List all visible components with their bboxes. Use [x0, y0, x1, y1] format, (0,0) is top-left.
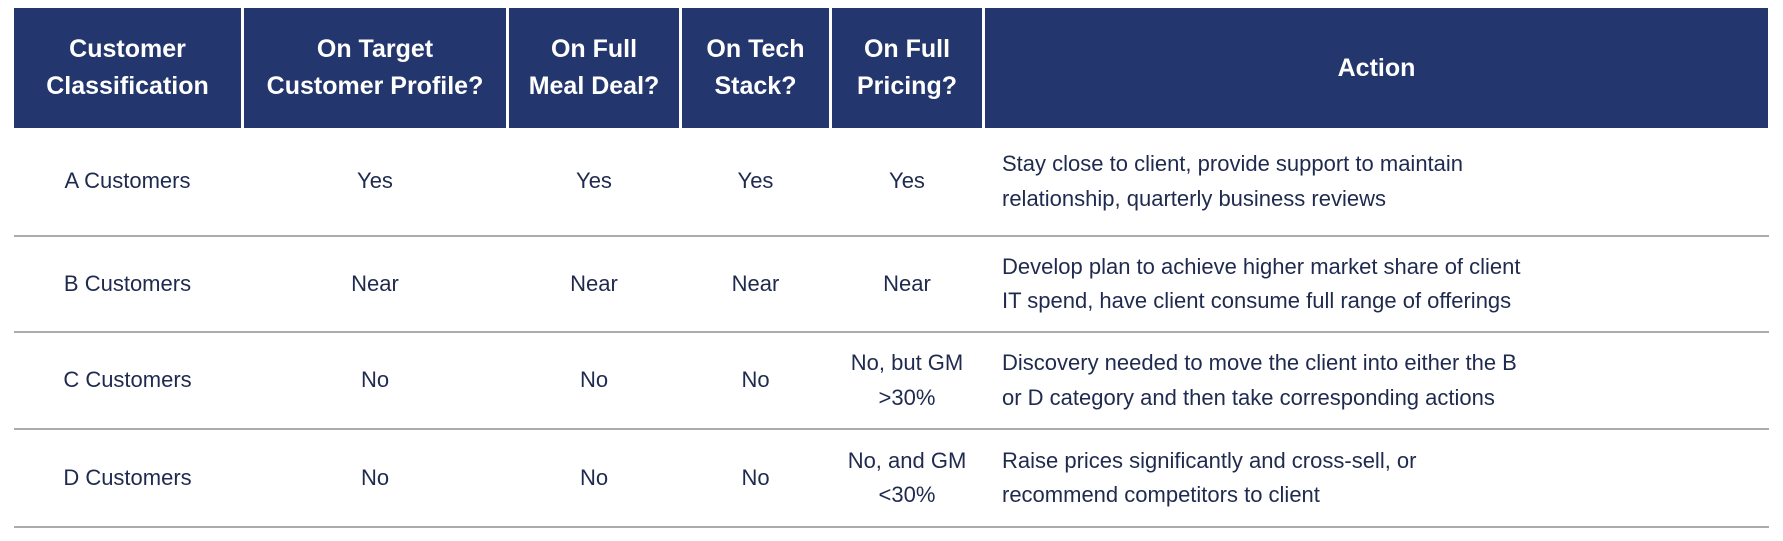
cell-on-tech-stack: Yes	[737, 168, 774, 194]
cell-on-full-meal-deal: No	[579, 367, 609, 393]
header-on-full-meal-deal: On Full Meal Deal?	[509, 8, 679, 128]
cell-on-tech-stack: Near	[731, 270, 780, 296]
cell-action: Stay close to client, provide support to…	[1002, 151, 1464, 211]
cell-on-tech-stack: No	[741, 367, 770, 393]
header-action: Action	[985, 8, 1768, 128]
header-on-target-customer-profile: On Target Customer Profile?	[244, 8, 506, 128]
cell-on-full-pricing: Yes	[889, 168, 925, 194]
header-on-full-pricing: On Full Pricing?	[832, 8, 982, 128]
table-row-d-customers: D Customers No No No No, and GM <30% Rai…	[14, 430, 1769, 528]
cell-on-target-customer-profile: Near	[351, 270, 399, 296]
customer-classification-table: Customer Classification On Target Custom…	[14, 8, 1769, 528]
cell-action: Discovery needed to move the client into…	[1002, 350, 1517, 410]
table-row-a-customers: A Customers Yes Yes Yes Yes Stay close t…	[14, 128, 1769, 237]
cell-on-full-meal-deal: No	[579, 464, 609, 490]
cell-classification: C Customers	[63, 367, 192, 393]
cell-on-target-customer-profile: No	[360, 367, 390, 393]
cell-on-target-customer-profile: Yes	[357, 168, 393, 194]
cell-classification: B Customers	[63, 270, 192, 296]
cell-action: Raise prices significantly and cross-sel…	[1002, 447, 1417, 507]
cell-classification: D Customers	[63, 464, 192, 490]
table-row-c-customers: C Customers No No No No, but GM >30% Dis…	[14, 333, 1769, 430]
cell-on-full-pricing: No, and GM <30%	[847, 447, 967, 507]
header-customer-classification: Customer Classification	[14, 8, 241, 128]
table-header-row: Customer Classification On Target Custom…	[14, 8, 1769, 128]
cell-action: Develop plan to achieve higher market sh…	[1002, 253, 1521, 313]
cell-on-target-customer-profile: No	[360, 464, 390, 490]
cell-on-full-pricing: No, but GM >30%	[850, 350, 964, 410]
cell-on-tech-stack: No	[741, 464, 770, 490]
cell-on-full-meal-deal: Near	[570, 270, 618, 296]
cell-on-full-pricing: Near	[883, 270, 931, 296]
table-row-b-customers: B Customers Near Near Near Near Develop …	[14, 237, 1769, 333]
cell-on-full-meal-deal: Yes	[576, 168, 612, 194]
header-on-tech-stack: On Tech Stack?	[682, 8, 829, 128]
cell-classification: A Customers	[64, 168, 191, 194]
